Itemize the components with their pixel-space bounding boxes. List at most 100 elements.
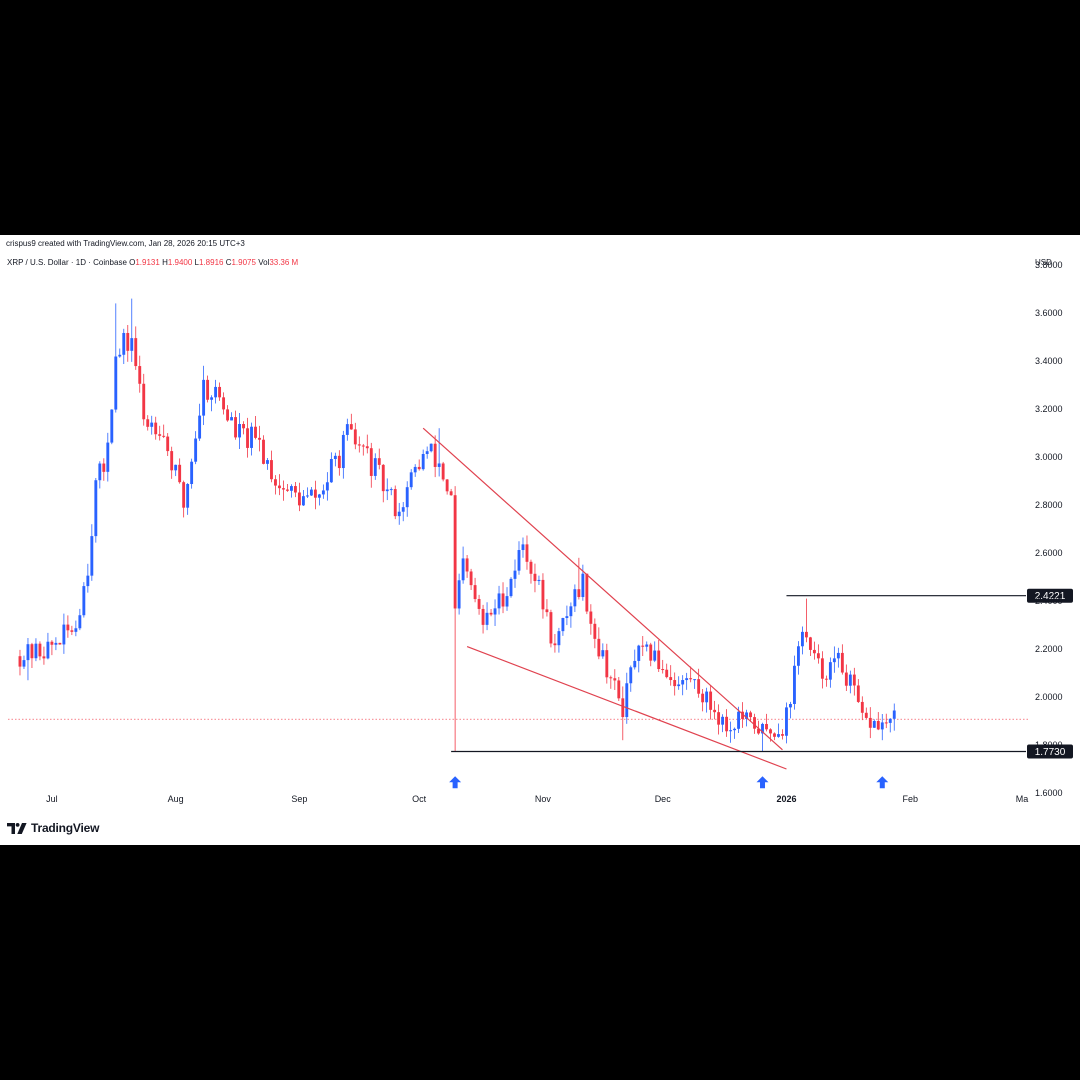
candle-body	[864, 712, 868, 718]
candle-body	[733, 728, 737, 731]
candle-body	[637, 645, 641, 661]
candle-body	[34, 643, 38, 659]
candle-body	[297, 492, 301, 506]
legend-c-label: C	[226, 258, 232, 267]
candle-body	[848, 674, 852, 686]
candle-body	[242, 424, 245, 429]
candle-body	[373, 458, 377, 476]
y-tick-label: 3.0000	[1035, 452, 1063, 462]
candle-body	[38, 643, 42, 657]
candle-body	[106, 442, 110, 472]
candle-body	[401, 507, 405, 512]
candle-body	[130, 338, 134, 351]
candle-body	[609, 677, 613, 679]
candle-body	[250, 426, 253, 448]
candle-body	[820, 658, 824, 679]
candle-body	[569, 606, 573, 617]
candle-body	[393, 489, 397, 517]
candle-body	[210, 397, 214, 400]
candle-body	[457, 580, 461, 609]
candle-body	[585, 573, 589, 612]
x-tick-label: Jul	[46, 794, 58, 804]
x-tick-label: 2026	[776, 794, 796, 804]
candle-body	[669, 677, 673, 681]
x-tick-label: Aug	[168, 794, 184, 804]
candle-body	[872, 720, 876, 728]
candle-body	[581, 573, 585, 598]
candle-body	[186, 484, 190, 508]
candle-body	[701, 693, 705, 703]
candle-body	[258, 437, 261, 440]
candle-body	[142, 383, 146, 420]
legend-c-value: 1.9075	[231, 258, 258, 267]
legend-o-label: O	[129, 258, 135, 267]
candle-body	[561, 618, 565, 632]
candle-body	[110, 409, 114, 443]
candle-body	[661, 669, 665, 671]
legend-l-value: 1.8916	[199, 258, 226, 267]
candle-body	[777, 734, 780, 737]
candle-body	[800, 631, 804, 647]
candle-body	[206, 379, 210, 400]
candle-body	[305, 495, 309, 497]
candle-body	[274, 479, 277, 486]
candle-body	[765, 723, 768, 730]
y-tick-label: 3.8000	[1035, 260, 1063, 270]
x-tick-label: Dec	[655, 794, 672, 804]
chart-credit: crispus9 created with TradingView.com, J…	[6, 239, 245, 248]
y-tick-label: 3.4000	[1035, 356, 1063, 366]
candle-body	[90, 536, 94, 576]
candle-body	[234, 417, 237, 438]
candle-body	[513, 570, 517, 579]
candle-body	[785, 707, 788, 736]
candle-body	[357, 444, 361, 446]
candle-body	[445, 479, 449, 492]
candle-body	[737, 711, 740, 729]
candle-body	[509, 578, 513, 597]
candle-body	[880, 722, 884, 730]
candle-body	[202, 379, 206, 416]
candle-body	[856, 685, 860, 702]
candle-body	[629, 667, 633, 684]
x-tick-label: Oct	[412, 794, 427, 804]
candle-body	[30, 644, 34, 659]
candle-body	[553, 643, 557, 646]
candle-body	[697, 679, 701, 694]
candle-body	[425, 451, 429, 455]
candle-body	[429, 443, 433, 452]
candle-body	[377, 458, 381, 465]
legend-vol-value: 33.36 M	[269, 258, 298, 267]
candle-body	[844, 672, 848, 686]
wedge-upper-line	[422, 427, 783, 751]
x-tick-label: Nov	[535, 794, 552, 804]
candle-body	[126, 332, 130, 351]
candle-body	[389, 489, 393, 491]
candle-body	[226, 409, 230, 421]
candle-body	[449, 491, 453, 496]
candle-body	[505, 596, 509, 607]
price-label-box	[1027, 744, 1073, 759]
up-arrow-icon	[449, 776, 462, 789]
candle-body	[797, 646, 800, 666]
candle-body	[22, 660, 26, 667]
legend-o-value: 1.9131	[135, 258, 162, 267]
candle-body	[832, 658, 836, 663]
candle-body	[290, 486, 293, 491]
candle-body	[246, 428, 249, 448]
candle-body	[365, 446, 369, 449]
candle-body	[134, 338, 138, 367]
candle-body	[214, 386, 218, 398]
candle-body	[485, 612, 489, 625]
y-tick-label: 1.6000	[1035, 788, 1063, 798]
candle-body	[309, 489, 313, 496]
tradingview-logo[interactable]: TradingView	[7, 821, 99, 835]
candle-body	[693, 679, 697, 681]
candle-body	[577, 589, 581, 598]
candle-body	[565, 616, 569, 619]
candle-body	[397, 511, 401, 517]
candle-body	[757, 728, 760, 734]
y-tick-label: 3.6000	[1035, 308, 1063, 318]
candle-body	[46, 641, 50, 659]
candle-body	[50, 641, 54, 645]
